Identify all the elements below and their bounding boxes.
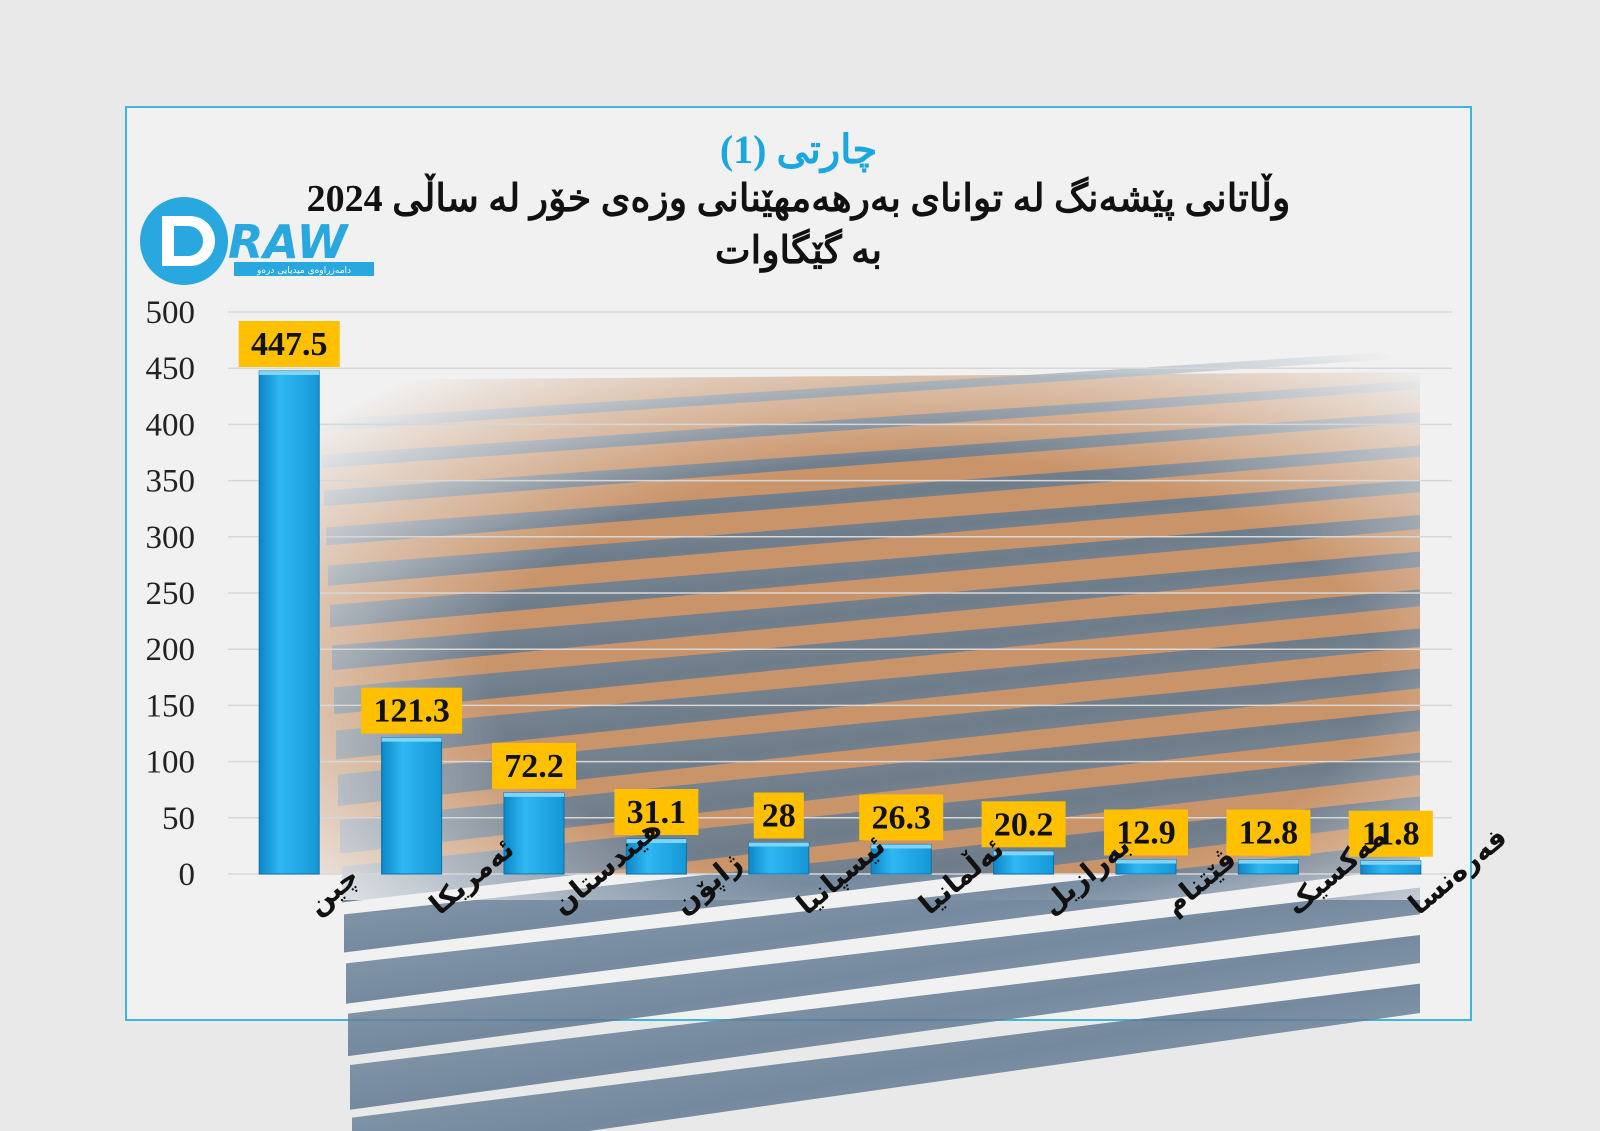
data-label: 26.3 <box>871 799 931 836</box>
y-tick-label: 450 <box>146 351 196 387</box>
data-label: 28 <box>762 798 796 835</box>
data-label-box <box>1226 809 1311 856</box>
data-label: 72.2 <box>504 748 564 785</box>
data-labels: 447.5 121.3 72.2 31.1 28 26.3 20.2 12.9 12.8 11.8 <box>238 321 1433 857</box>
data-label-box <box>1104 809 1188 856</box>
bar <box>258 370 320 875</box>
y-tick-label: 200 <box>146 632 196 668</box>
solar-panel-row <box>350 935 1420 1110</box>
bar <box>1360 860 1422 875</box>
y-tick-label: 400 <box>146 407 196 443</box>
y-tick-label: 0 <box>179 857 196 893</box>
logo-tagline: دامەزراوەی میدیایی درەو <box>256 266 351 276</box>
y-tick-label: 500 <box>146 295 196 331</box>
solar-panel-row <box>348 887 1420 1057</box>
y-tick-label: 300 <box>146 520 196 556</box>
data-label: 12.9 <box>1116 815 1176 852</box>
data-label-box <box>492 742 576 789</box>
y-tick-label: 150 <box>146 688 196 724</box>
data-label-box <box>753 792 804 839</box>
data-label: 12.8 <box>1239 815 1299 852</box>
data-label: 447.5 <box>251 326 328 363</box>
data-label-box <box>614 789 699 836</box>
bar <box>381 737 443 875</box>
y-tick-label: 50 <box>162 801 195 837</box>
data-label-box <box>361 687 463 734</box>
data-label-box <box>238 321 340 368</box>
logo-wordmark: RAW <box>228 215 350 269</box>
data-label: 121.3 <box>373 693 450 730</box>
chart-title: چارتی (1) <box>719 127 878 172</box>
chart-unit-subtitle: بە گێگاوات <box>714 230 883 272</box>
bar <box>1115 859 1177 875</box>
data-label-box <box>981 801 1066 848</box>
solar-panel-row <box>352 983 1420 1131</box>
draw-logo: RAW دامەزراوەی میدیایی درەو <box>140 197 374 285</box>
bars <box>258 370 1422 875</box>
y-tick-label: 100 <box>146 745 196 781</box>
bar <box>503 792 565 875</box>
data-label-box <box>859 794 944 841</box>
logo-d-inner <box>174 226 203 256</box>
bar <box>870 843 932 875</box>
data-label-box <box>1348 810 1433 857</box>
y-tick-label: 350 <box>146 464 196 500</box>
bar <box>748 842 810 875</box>
data-label: 11.8 <box>1362 816 1420 853</box>
bar <box>993 850 1055 875</box>
data-label: 20.2 <box>994 806 1054 843</box>
chart-subtitle: وڵاتانی پێشەنگ لە توانای بەرهەمهێنانی وز… <box>306 178 1291 220</box>
data-label: 31.1 <box>627 794 687 831</box>
bar <box>1237 859 1299 875</box>
y-axis: 0 50 100 150 200 250 300 350 400 450 500 <box>146 295 196 893</box>
y-tick-label: 250 <box>146 576 196 612</box>
logo-tagline-bg <box>234 262 374 276</box>
bar <box>625 838 687 875</box>
solar-farm-background <box>300 340 1450 1131</box>
